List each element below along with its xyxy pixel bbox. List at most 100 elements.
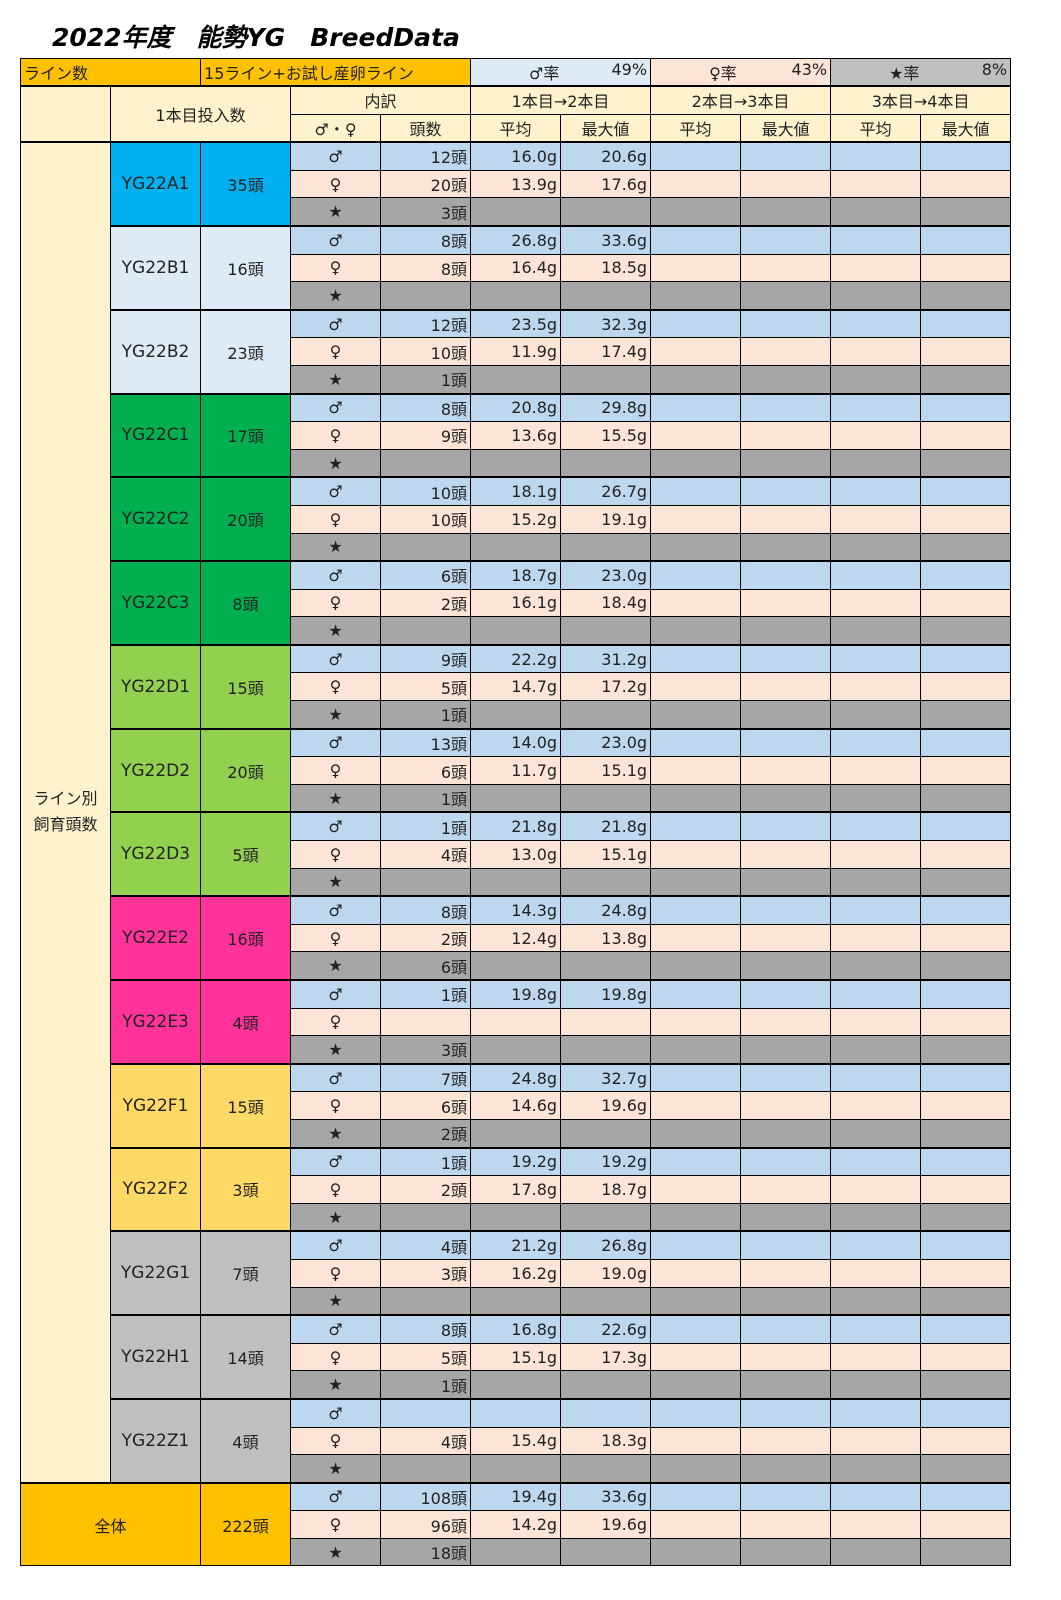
line-name: YG22C3 (109, 560, 202, 646)
stage1-avg (470, 867, 562, 897)
empty-cell (920, 308, 1012, 339)
empty-cell (830, 560, 922, 590)
head-count: 18頭 (380, 1537, 472, 1567)
stage1-avg: 11.7g (470, 756, 562, 785)
empty-cell (830, 1035, 922, 1065)
empty-cell (920, 867, 1012, 897)
header-breakdown: 内訳 (290, 85, 472, 115)
table-row: ♀ 5頭 14.7g 17.2g (21, 672, 1012, 702)
stage1-avg: 16.2g (470, 1258, 562, 1288)
empty-cell (920, 253, 1012, 283)
empty-cell (920, 1426, 1012, 1456)
sex-symbol: ♂ (290, 1062, 382, 1093)
empty-cell (740, 476, 832, 506)
empty-cell (740, 1481, 832, 1512)
empty-cell (650, 1342, 742, 1372)
stage1-max: 19.8g (560, 978, 652, 1009)
empty-cell (740, 1230, 832, 1260)
empty-cell (650, 1314, 742, 1344)
stage1-avg (470, 197, 562, 227)
stage1-max: 15.5g (560, 421, 652, 450)
empty-cell (920, 1062, 1012, 1093)
line-name: YG22E2 (109, 895, 202, 981)
head-count (380, 532, 472, 562)
sex-symbol: ★ (290, 1537, 382, 1567)
empty-cell (830, 1062, 922, 1093)
empty-cell (830, 783, 922, 813)
empty-cell (650, 504, 742, 534)
empty-cell (920, 923, 1012, 953)
stage1-max: 18.3g (560, 1426, 652, 1456)
empty-cell (650, 951, 742, 981)
empty-cell (740, 448, 832, 478)
stage1-avg (470, 700, 562, 730)
empty-cell (740, 1118, 832, 1149)
sex-symbol: ★ (290, 700, 382, 730)
empty-cell (650, 978, 742, 1009)
stage1-avg (470, 616, 562, 646)
head-count: 12頭 (380, 308, 472, 339)
line-count: 5頭 (200, 811, 292, 897)
header-avg: 平均 (830, 113, 922, 143)
head-count: 8頭 (380, 1314, 472, 1344)
empty-cell (650, 308, 742, 339)
empty-cell (830, 392, 922, 423)
sex-symbol: ♀ (290, 588, 382, 618)
empty-cell (740, 392, 832, 423)
stage1-max (560, 951, 652, 981)
header-row-1: 1本目投入数 内訳 1本目→2本目 2本目→3本目 3本目→4本目 (20, 85, 1012, 143)
sex-symbol: ★ (290, 197, 382, 227)
empty-cell (830, 700, 922, 730)
line-name: YG22F2 (109, 1146, 202, 1232)
header-avg: 平均 (650, 113, 742, 143)
header-first-input: 1本目投入数 (109, 85, 292, 143)
empty-cell (650, 532, 742, 562)
empty-cell (650, 364, 742, 395)
table-row: YG22B1 16頭 ♂ 8頭 26.8g 33.6g (21, 224, 1012, 311)
empty-cell (650, 560, 742, 590)
breed-data-table: ライン数 15ライン+お試し産卵ライン ♂率 49% ♀率 43% ★率 8% 1本目… (19, 58, 1012, 1567)
stage1-max: 33.6g (560, 1481, 652, 1512)
empty-cell (830, 643, 922, 674)
stage1-max (560, 281, 652, 311)
empty-cell (650, 1007, 742, 1037)
empty-cell (920, 1118, 1012, 1149)
empty-cell (740, 1397, 832, 1428)
sex-symbol: ★ (290, 867, 382, 897)
stage1-max: 21.8g (560, 811, 652, 842)
line-count: 7頭 (200, 1230, 292, 1316)
empty-cell (830, 476, 922, 506)
head-count (380, 448, 472, 478)
head-count (380, 867, 472, 897)
empty-cell (920, 1314, 1012, 1344)
sex-symbol: ♂ (290, 978, 382, 1009)
table-row: ♀ 6頭 14.6g 19.6g (21, 1091, 1012, 1120)
empty-cell (830, 588, 922, 618)
empty-cell (740, 1286, 832, 1316)
sex-symbol: ♀ (290, 504, 382, 534)
table-row: ★ 2頭 (21, 1118, 1012, 1149)
empty-cell (650, 337, 742, 366)
empty-cell (830, 1426, 922, 1456)
sex-symbol: ★ (290, 1118, 382, 1149)
empty-cell (740, 1175, 832, 1204)
empty-cell (830, 141, 922, 171)
empty-cell (830, 756, 922, 785)
empty-cell (740, 672, 832, 702)
empty-cell (650, 1146, 742, 1177)
stage1-max: 19.0g (560, 1258, 652, 1288)
empty-cell (650, 1286, 742, 1316)
star-rate: ★率 8% (830, 58, 1012, 87)
stage1-avg: 21.8g (470, 811, 562, 842)
head-count: 3頭 (380, 1258, 472, 1288)
empty-cell (650, 1062, 742, 1093)
empty-cell (650, 1510, 742, 1539)
stage1-avg (470, 281, 562, 311)
sex-symbol: ★ (290, 1035, 382, 1065)
sex-symbol: ♀ (290, 1007, 382, 1037)
table-row: ★ (21, 281, 1012, 311)
stage1-max: 32.3g (560, 308, 652, 339)
empty-cell (740, 1007, 832, 1037)
stage1-max (560, 1537, 652, 1567)
stage1-avg: 19.4g (470, 1481, 562, 1512)
